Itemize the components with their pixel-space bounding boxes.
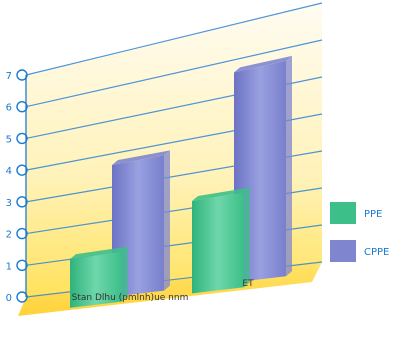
gridline [25, 2, 323, 76]
y-tick-label: 3 [6, 198, 12, 209]
y-tick-marker [16, 164, 28, 176]
legend: PPE CPPE [330, 202, 389, 262]
bars [70, 55, 292, 308]
bar-side [122, 246, 128, 302]
y-tick-label: 4 [6, 166, 12, 177]
bar-top [234, 55, 292, 73]
bar-ppe-1 [192, 187, 250, 294]
bar-front [70, 251, 122, 308]
gridline [25, 39, 323, 108]
y-tick-label: 7 [6, 71, 12, 82]
x-category-label: ET [242, 279, 254, 289]
legend-swatch [330, 240, 356, 262]
y-tick-marker [16, 227, 28, 240]
y-tick-marker [16, 196, 28, 208]
x-axis: Stan Dlhu (pmlnh)ue nnm ET [72, 279, 254, 303]
y-tick-label: 6 [6, 103, 12, 114]
y-tick-label: 5 [6, 134, 12, 145]
y-tick-label: 1 [6, 261, 12, 272]
y-tick-label: 0 [6, 293, 12, 304]
y-tick-marker [16, 259, 28, 271]
y-axis: 0 1 2 3 4 5 6 7 [6, 69, 28, 304]
bar-side [286, 55, 292, 277]
y-tick-marker [16, 101, 28, 113]
y-tick-label: 2 [6, 230, 12, 241]
bar-ppe-0 [70, 246, 128, 308]
bar-top [70, 246, 128, 260]
bar-side [244, 187, 250, 288]
legend-label: PPE [364, 209, 382, 220]
y-tick-marker [16, 291, 28, 303]
y-tick-marker [16, 132, 28, 145]
bar-top [112, 150, 170, 166]
legend-swatch [330, 202, 356, 224]
x-category-label: Stan Dlhu (pmlnh)ue nnm [72, 293, 189, 303]
bar-side [164, 150, 170, 291]
bar-top [192, 187, 250, 201]
bar-front [192, 192, 244, 294]
y-tick-marker [16, 69, 28, 81]
legend-label: CPPE [364, 247, 389, 258]
